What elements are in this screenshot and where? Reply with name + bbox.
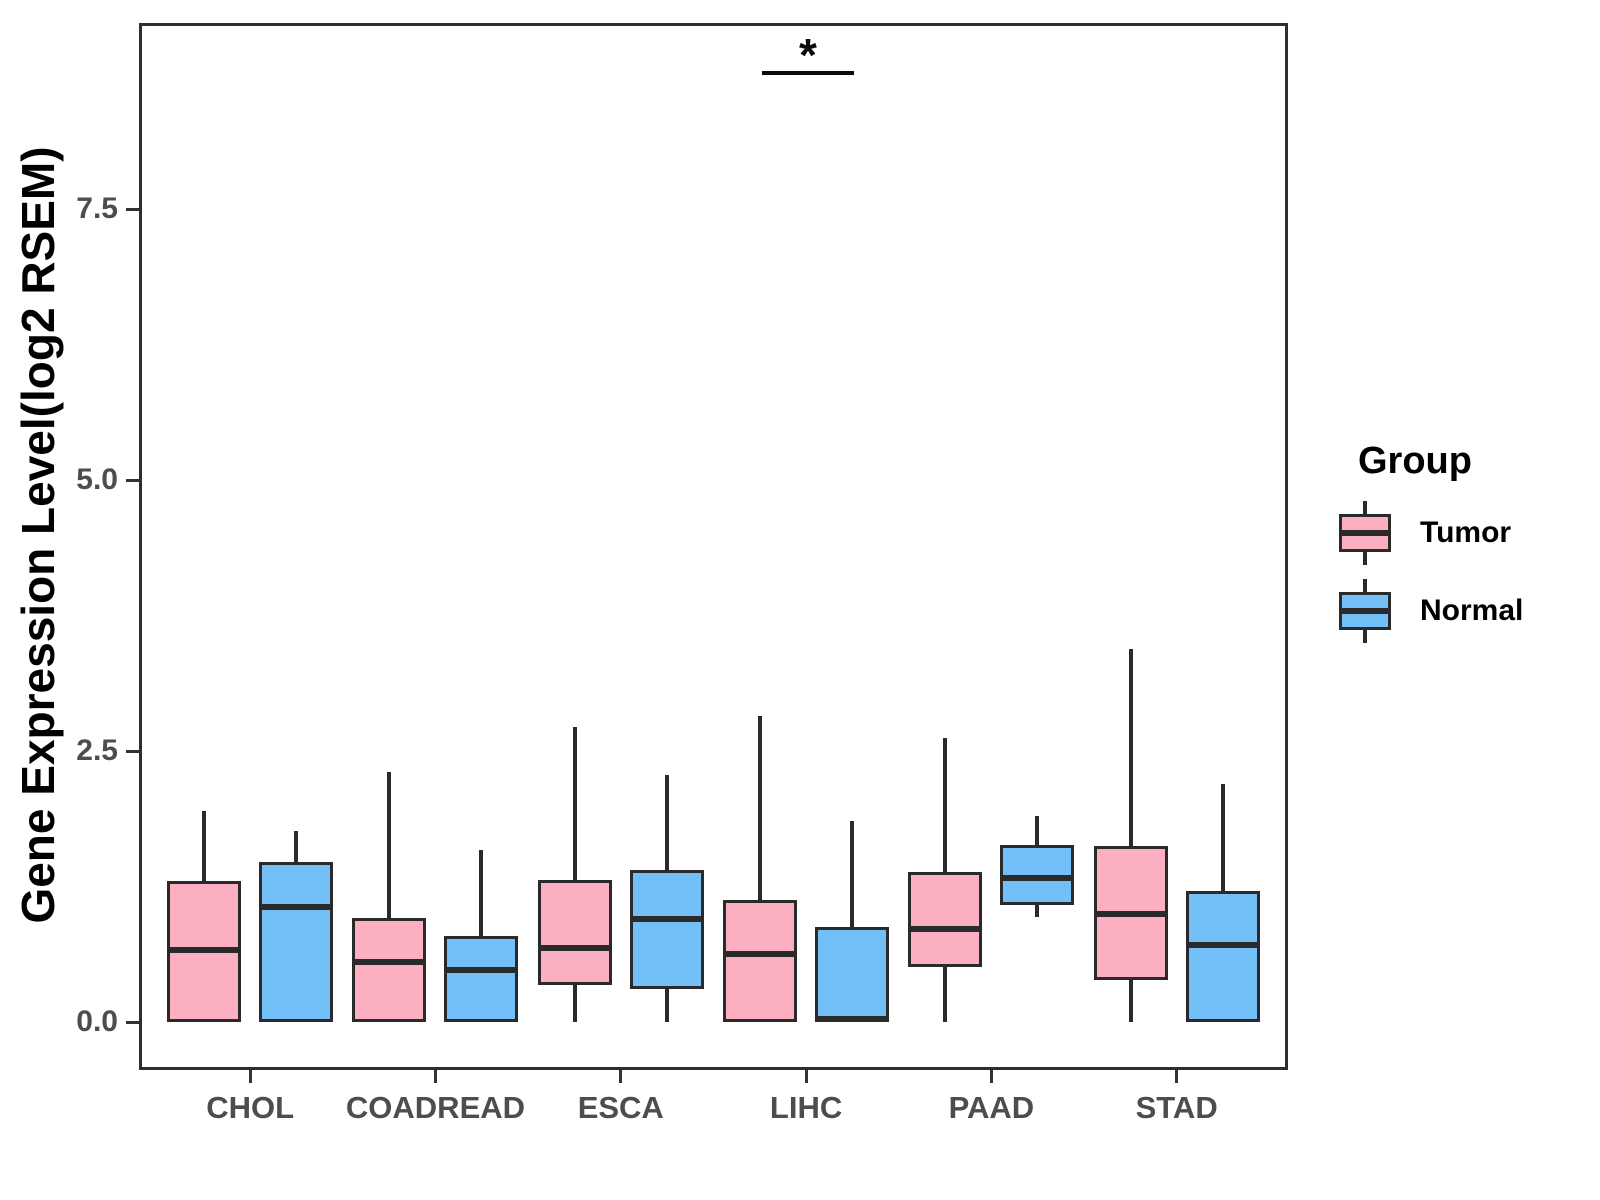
y-tick-mark bbox=[126, 749, 139, 753]
y-axis-title: Gene Expression Level(log2 RSEM) bbox=[12, 146, 64, 924]
whisker-tumor-esca bbox=[572, 727, 577, 1022]
box-tumor-esca bbox=[537, 879, 612, 986]
legend-item-tumor: Tumor bbox=[1336, 501, 1600, 565]
box-normal-esca bbox=[629, 870, 704, 990]
legend-key-tumor-icon bbox=[1336, 501, 1394, 565]
box-tumor-lihc bbox=[723, 899, 798, 1022]
median-tumor-coadread bbox=[352, 959, 427, 966]
whisker-tumor-lihc bbox=[758, 716, 763, 1022]
box-normal-stad bbox=[1185, 890, 1260, 1022]
y-tick-label: 0.0 bbox=[76, 1005, 118, 1038]
box-tumor-coadread bbox=[352, 917, 427, 1022]
box-normal-chol bbox=[259, 861, 334, 1022]
legend-items: Tumor Normal bbox=[1330, 501, 1600, 643]
median-normal-coadread bbox=[444, 966, 519, 973]
legend: Group Tumor Normal bbox=[1330, 440, 1600, 657]
x-tick-label-lihc: LIHC bbox=[769, 1090, 843, 1125]
whisker-tumor-coadread bbox=[387, 771, 392, 1022]
median-normal-chol bbox=[259, 904, 334, 911]
y-tick-label: 7.5 bbox=[76, 192, 118, 225]
box-normal-coadread bbox=[444, 936, 519, 1022]
whisker-normal-coadread bbox=[479, 849, 484, 1022]
x-tick-label-stad: STAD bbox=[1135, 1090, 1218, 1125]
box-normal-lihc bbox=[815, 926, 890, 1022]
x-tick-mark bbox=[989, 1070, 993, 1083]
box-tumor-paad bbox=[908, 872, 983, 967]
median-tumor-stad bbox=[1093, 910, 1168, 917]
y-tick-label: 5.0 bbox=[76, 463, 118, 496]
y-tick-mark bbox=[126, 478, 139, 482]
x-tick-label-esca: ESCA bbox=[577, 1090, 664, 1125]
x-tick-mark bbox=[619, 1070, 623, 1083]
legend-key-median bbox=[1339, 530, 1391, 536]
legend-label-tumor: Tumor bbox=[1420, 516, 1512, 549]
legend-key-normal-icon bbox=[1336, 579, 1394, 643]
x-tick-label-paad: PAAD bbox=[948, 1090, 1035, 1125]
x-tick-mark bbox=[248, 1070, 252, 1083]
median-normal-lihc bbox=[815, 1015, 890, 1022]
x-tick-mark bbox=[433, 1070, 437, 1083]
legend-key-median bbox=[1339, 608, 1391, 614]
y-tick-mark bbox=[126, 1020, 139, 1024]
median-tumor-esca bbox=[537, 945, 612, 952]
whisker-normal-lihc bbox=[850, 821, 855, 1022]
legend-label-normal: Normal bbox=[1420, 594, 1524, 627]
legend-item-normal: Normal bbox=[1336, 579, 1600, 643]
median-tumor-chol bbox=[167, 947, 242, 954]
x-tick-label-coadread: COADREAD bbox=[345, 1090, 526, 1125]
legend-title: Group bbox=[1358, 440, 1472, 482]
x-tick-label-chol: CHOL bbox=[206, 1090, 295, 1125]
significance-bar bbox=[762, 71, 854, 75]
significance-asterisk: * bbox=[799, 29, 817, 81]
median-tumor-lihc bbox=[723, 950, 798, 957]
median-normal-paad bbox=[1000, 874, 1075, 881]
whisker-tumor-stad bbox=[1128, 649, 1133, 1022]
median-tumor-paad bbox=[908, 925, 983, 932]
x-tick-mark bbox=[804, 1070, 808, 1083]
median-normal-esca bbox=[629, 916, 704, 923]
y-tick-label: 2.5 bbox=[76, 734, 118, 767]
median-normal-stad bbox=[1185, 942, 1260, 949]
y-tick-mark bbox=[126, 207, 139, 211]
x-tick-mark bbox=[1175, 1070, 1179, 1083]
